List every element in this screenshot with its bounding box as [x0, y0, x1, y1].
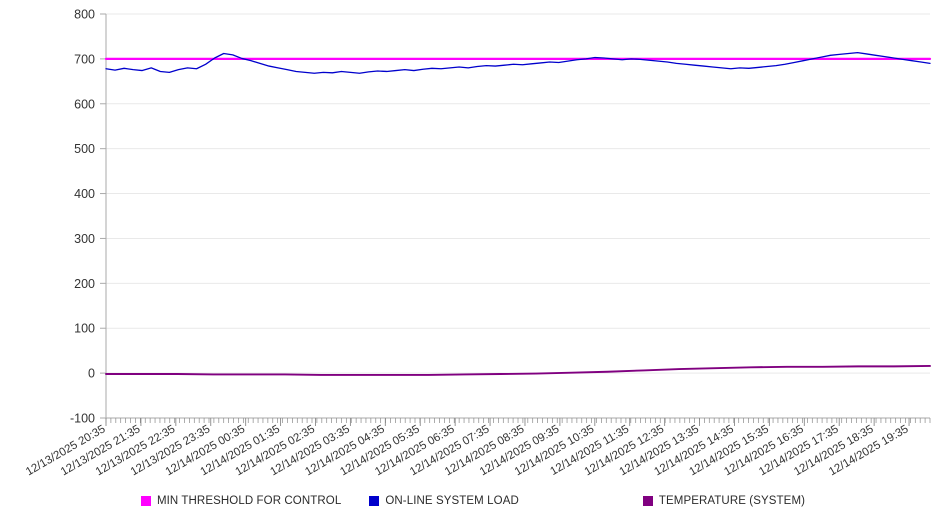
y-tick-label: 600 — [74, 97, 95, 111]
y-tick-label: 400 — [74, 187, 95, 201]
legend-swatch-icon — [140, 496, 151, 506]
y-tick-label: 500 — [74, 142, 95, 156]
legend-label: MIN THRESHOLD FOR CONTROL — [156, 495, 342, 507]
legend-item[interactable]: TEMPERATURE (SYSTEM) — [642, 495, 806, 507]
x-axis-ticks — [105, 418, 931, 426]
y-tick-label: 800 — [74, 8, 95, 22]
legend-item[interactable]: ON-LINE SYSTEM LOAD — [369, 495, 519, 507]
series-line — [105, 51, 931, 74]
y-axis — [100, 13, 107, 419]
data-series-group — [104, 51, 932, 376]
legend-swatch-icon — [369, 496, 380, 506]
legend-swatch-icon — [642, 496, 653, 506]
chart-canvas: 800 700 600 500 400 300 200 100 0 -100 12/13/2025… — [24, 8, 932, 478]
y-tick-label: 700 — [74, 52, 95, 66]
series-line — [105, 364, 931, 376]
y-tick-label: -100 — [70, 412, 95, 426]
legend-item[interactable]: MIN THRESHOLD FOR CONTROL — [140, 495, 342, 507]
legend-label: ON-LINE SYSTEM LOAD — [385, 495, 519, 507]
gridlines — [106, 13, 930, 374]
y-tick-label: 100 — [74, 322, 95, 336]
y-tick-label: 200 — [74, 277, 95, 291]
y-tick-label: 0 — [88, 367, 95, 381]
legend-label: TEMPERATURE (SYSTEM) — [658, 495, 806, 507]
y-tick-label: 300 — [74, 232, 95, 246]
chart-legend: MIN THRESHOLD FOR CONTROL ON-LINE SYSTEM … — [0, 495, 946, 507]
y-axis-tick-labels: 800 700 600 500 400 300 200 100 0 -100 — [70, 8, 95, 426]
